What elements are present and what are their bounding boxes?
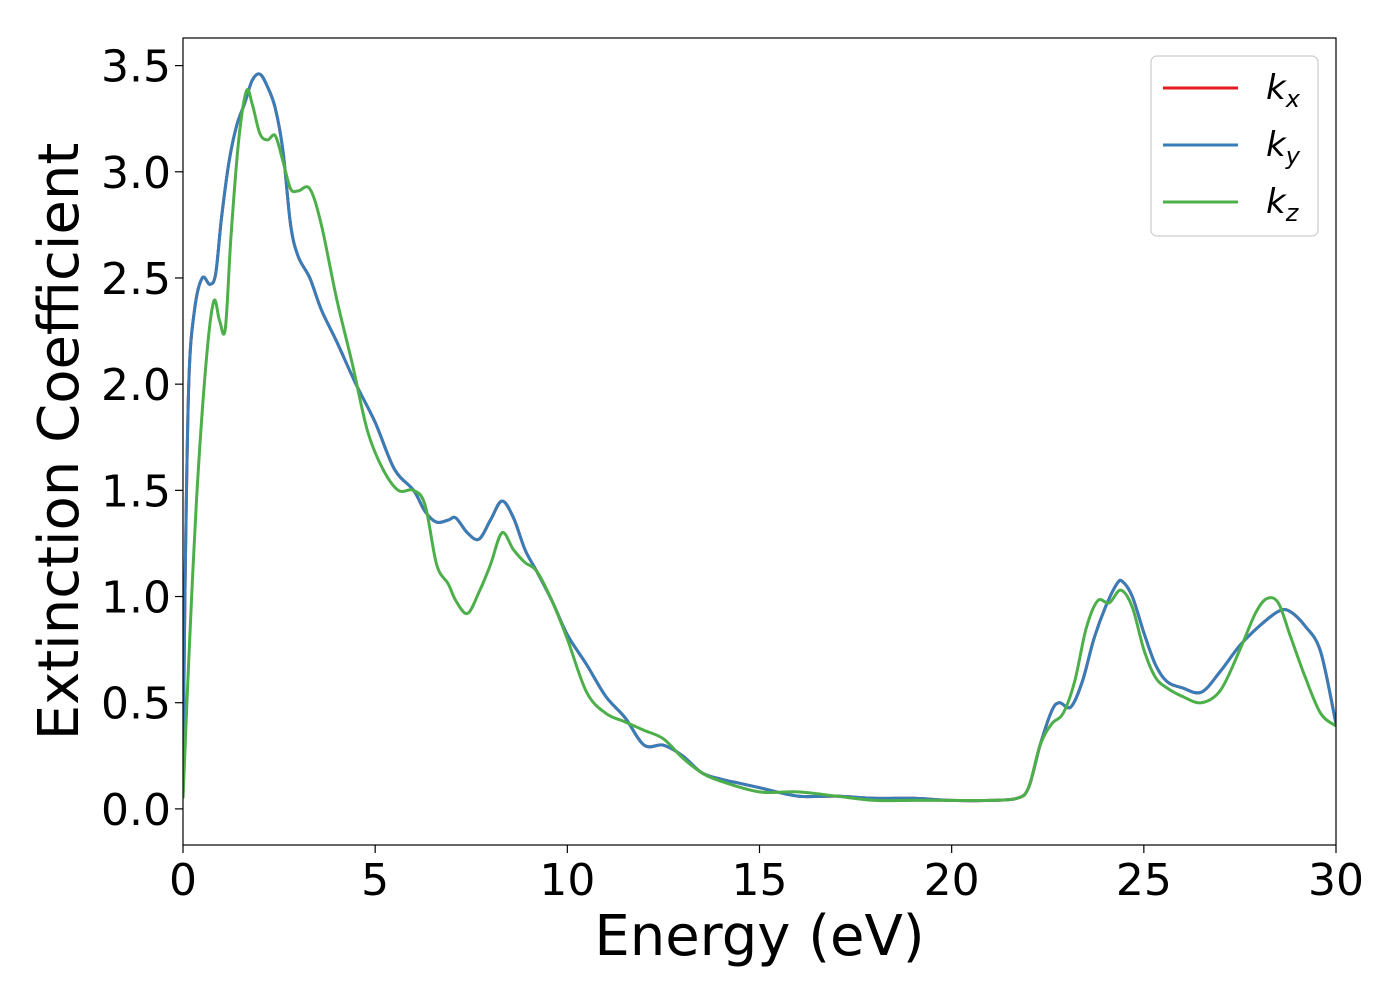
x-tick-label: 15 — [732, 855, 788, 906]
x-tick-label: 0 — [169, 855, 197, 906]
x-tick-label: 5 — [361, 855, 389, 906]
y-axis-ticks: 0.0 0.5 1.0 1.5 2.0 2.5 3.0 3.5 — [101, 42, 183, 836]
x-tick-label: 10 — [539, 855, 595, 906]
y-tick-label: 2.5 — [101, 254, 171, 305]
legend-label-ky: ky — [1266, 125, 1301, 170]
x-axis-ticks: 0 5 10 15 20 25 30 — [169, 845, 1364, 906]
y-tick-label: 0.0 — [101, 785, 171, 836]
legend-label-kz: kz — [1266, 182, 1300, 227]
x-axis-title: Energy (eV) — [594, 904, 924, 969]
series-line-ky — [183, 72, 1336, 803]
plot-series — [183, 72, 1336, 803]
x-tick-label: 30 — [1308, 855, 1364, 906]
x-tick-label: 25 — [1116, 855, 1172, 906]
y-tick-label: 1.0 — [101, 573, 171, 624]
legend-label-kx: kx — [1266, 68, 1301, 113]
series-line-kz — [183, 88, 1336, 803]
y-tick-label: 3.0 — [101, 148, 171, 199]
legend: kx ky kz — [1150, 55, 1319, 237]
y-axis-title: Extinction Coefficient — [27, 143, 92, 741]
x-tick-label: 20 — [924, 855, 980, 906]
y-tick-label: 3.5 — [101, 42, 171, 93]
y-tick-label: 1.5 — [101, 466, 171, 517]
y-tick-label: 2.0 — [101, 360, 171, 411]
y-tick-label: 0.5 — [101, 679, 171, 730]
